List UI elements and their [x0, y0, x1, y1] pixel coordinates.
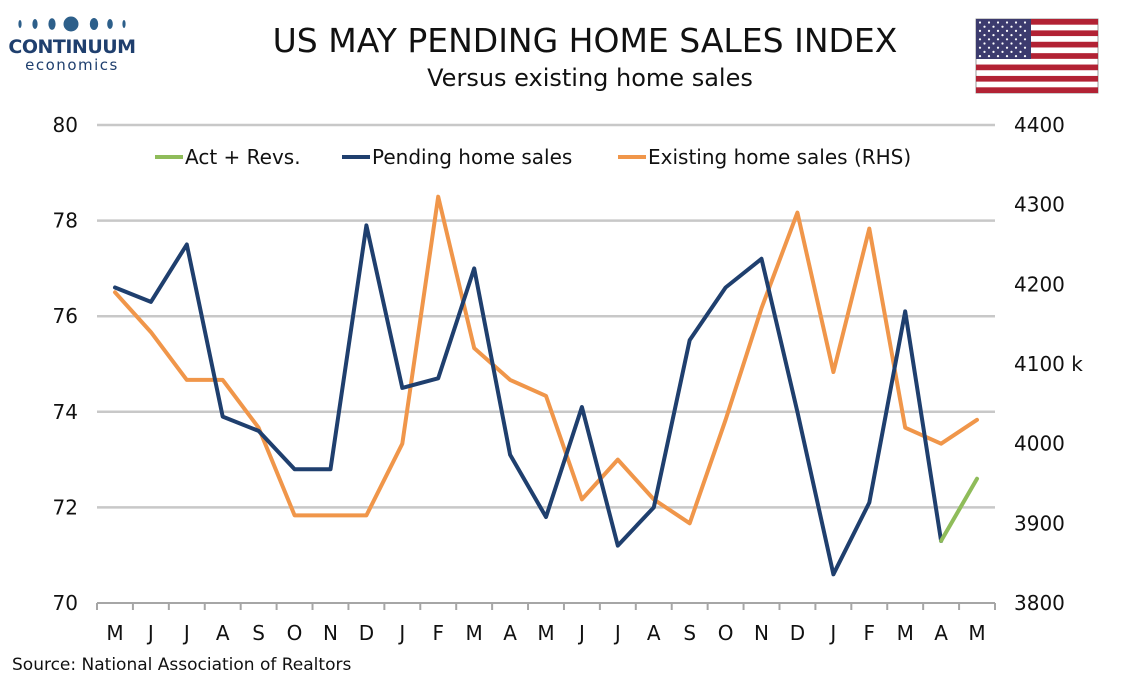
brand-logo: CONTINUUM economics [8, 16, 136, 74]
x-tick-label: A [503, 621, 517, 645]
legend-label: Act + Revs. [185, 145, 301, 169]
x-tick-label: N [754, 621, 769, 645]
chart-title: US MAY PENDING HOME SALES INDEX [273, 21, 898, 60]
x-tick-label: J [828, 621, 836, 645]
x-tick-label: M [466, 621, 483, 645]
y-left-tick-label: 74 [53, 400, 78, 424]
x-tick-label: M [106, 621, 123, 645]
x-tick-label: D [359, 621, 374, 645]
legend: Act + Revs. Pending home sales Existing ho… [155, 145, 911, 169]
gridlines [97, 123, 995, 509]
x-tick-label: O [718, 621, 734, 645]
y-right-tick-label: 4200 [1014, 272, 1065, 296]
y-left-tick-label: 78 [53, 209, 78, 233]
series-line-1 [113, 223, 944, 577]
legend-label: Existing home sales (RHS) [648, 145, 911, 169]
x-tick-label: M [968, 621, 985, 645]
brand-tagline: economics [25, 56, 119, 74]
y-right-tick-label: 4300 [1014, 193, 1065, 217]
x-tick-label: S [252, 621, 265, 645]
chart-subtitle: Versus existing home sales [427, 64, 753, 92]
y-right-tick-label: 4400 [1014, 113, 1065, 137]
us-flag-icon [975, 18, 1099, 94]
x-tick-label: A [647, 621, 661, 645]
x-tick-label: M [537, 621, 554, 645]
x-tick-label: A [934, 621, 948, 645]
x-tick-label: M [897, 621, 914, 645]
series-line-0 [939, 476, 979, 543]
logo-dots-icon [18, 16, 126, 32]
y-right-tick-label: 3800 [1014, 591, 1065, 615]
x-tick-label: O [287, 621, 303, 645]
x-tick-label: F [864, 621, 876, 645]
y-left-tick-label: 72 [53, 495, 78, 519]
y-right-tick-label: 3900 [1014, 511, 1065, 535]
x-tick-label: D [790, 621, 805, 645]
y-left-tick-label: 76 [53, 304, 78, 328]
brand-name: CONTINUUM [8, 36, 135, 58]
axes: 70 72 74 76 78 80 3800 3900 4000 4100 k 4200 4300 44… [53, 113, 1084, 645]
x-tick-label: F [432, 621, 444, 645]
x-tick-label: J [613, 621, 621, 645]
x-tick-label: J [397, 621, 405, 645]
legend-label: Pending home sales [372, 145, 572, 169]
y-left-tick-label: 80 [53, 113, 78, 137]
x-tick-label: J [182, 621, 190, 645]
y-left-tick-label: 70 [53, 591, 78, 615]
series-line-2 [113, 194, 979, 526]
x-tick-label: A [216, 621, 230, 645]
source-note: Source: National Association of Realtors [12, 655, 351, 675]
y-right-tick-label: 4000 [1014, 432, 1065, 456]
series-lines [113, 194, 979, 577]
x-tick-label: S [683, 621, 696, 645]
x-tick-label: J [146, 621, 154, 645]
y-right-tick-label: 4100 k [1014, 352, 1083, 376]
x-tick-label: J [577, 621, 585, 645]
x-tick-label: N [323, 621, 338, 645]
